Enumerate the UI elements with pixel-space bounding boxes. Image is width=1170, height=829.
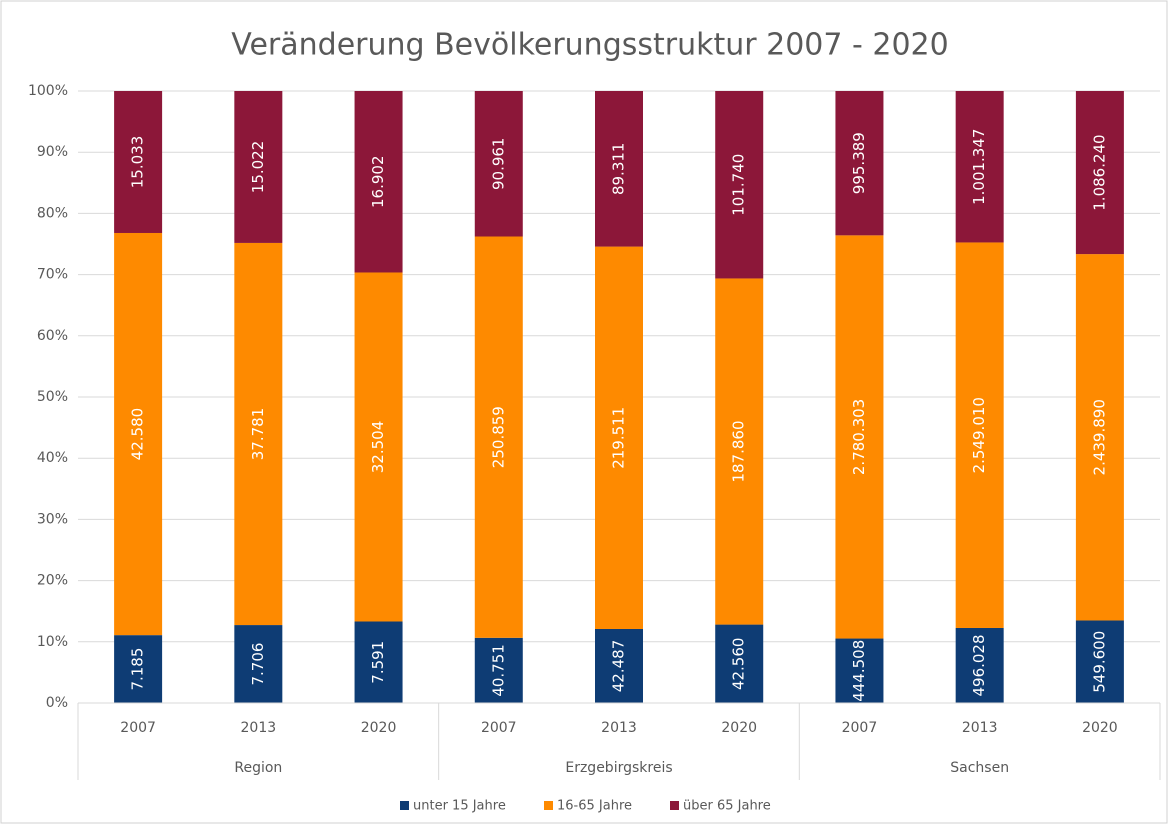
bar-segment <box>835 91 884 236</box>
bar-segment <box>354 91 403 273</box>
bar-segment <box>955 242 1004 628</box>
bar-segment <box>474 91 523 237</box>
legend-label: unter 15 Jahre <box>413 799 506 814</box>
value-label: 32.504 <box>369 421 387 474</box>
value-label: 2.549.010 <box>970 397 988 473</box>
legend-swatch <box>670 801 679 810</box>
value-label: 2.780.303 <box>850 399 868 475</box>
y-tick-label: 70% <box>37 267 68 283</box>
value-label: 90.961 <box>489 138 507 191</box>
value-label: 40.751 <box>489 644 507 697</box>
bar-segment <box>234 91 283 243</box>
y-tick-label: 80% <box>37 205 68 221</box>
x-tick-label: 2007 <box>120 720 156 736</box>
y-tick-label: 100% <box>28 83 68 99</box>
bar-segment <box>114 635 163 703</box>
value-label: 7.185 <box>129 648 147 691</box>
value-label: 496.028 <box>970 634 988 696</box>
y-tick-label: 30% <box>37 511 68 527</box>
value-label: 101.740 <box>730 154 748 216</box>
bar-segment <box>234 625 283 703</box>
y-tick-label: 40% <box>37 450 68 466</box>
value-label: 1.001.347 <box>970 129 988 205</box>
group-label: Erzgebirgskreis <box>565 760 672 776</box>
x-tick-label: 2013 <box>601 720 637 736</box>
value-label: 37.781 <box>249 408 267 461</box>
bar-segment <box>1075 254 1124 621</box>
bar-segment <box>835 638 884 703</box>
value-label: 42.560 <box>730 638 748 691</box>
value-label: 15.022 <box>249 141 267 194</box>
legend-label: 16-65 Jahre <box>557 799 632 814</box>
x-tick-label: 2007 <box>842 720 878 736</box>
bar-segment <box>955 627 1004 703</box>
x-tick-label: 2020 <box>1082 720 1118 736</box>
bar-segment <box>715 278 764 625</box>
value-label: 89.311 <box>610 143 628 196</box>
x-tick-label: 2007 <box>481 720 517 736</box>
bar-segment <box>1075 91 1124 255</box>
bar-segment <box>715 91 764 279</box>
bar-segment <box>835 235 884 639</box>
bar-segment <box>114 232 163 636</box>
x-tick-label: 2013 <box>241 720 277 736</box>
x-tick-label: 2013 <box>962 720 998 736</box>
value-label: 15.033 <box>129 136 147 189</box>
value-label: 7.591 <box>369 641 387 684</box>
bar-segment <box>595 628 643 703</box>
legend-swatch <box>544 801 553 810</box>
legend-swatch <box>400 801 409 810</box>
value-label: 42.580 <box>129 408 147 461</box>
y-tick-label: 10% <box>37 634 68 650</box>
group-label: Sachsen <box>950 760 1009 776</box>
bar-segment <box>955 91 1004 243</box>
value-label: 16.902 <box>369 155 387 208</box>
y-tick-label: 60% <box>37 328 68 344</box>
value-label: 219.511 <box>610 407 628 469</box>
value-label: 444.508 <box>850 640 868 702</box>
bar-segment <box>474 236 523 638</box>
value-label: 42.487 <box>610 640 628 693</box>
bar-segment <box>354 272 403 622</box>
bar-segment <box>354 621 403 703</box>
bar-segment <box>474 637 523 703</box>
value-label: 7.706 <box>249 643 267 686</box>
y-tick-label: 50% <box>37 389 68 405</box>
legend-label: über 65 Jahre <box>683 799 771 814</box>
value-label: 995.389 <box>850 132 868 194</box>
bar-segment <box>114 91 163 233</box>
x-tick-label: 2020 <box>361 720 397 736</box>
value-label: 549.600 <box>1090 631 1108 693</box>
bar-segment <box>234 242 283 626</box>
bar-segment <box>595 246 643 629</box>
group-label: Region <box>234 760 282 776</box>
chart-title: Veränderung Bevölkerungsstruktur 2007 - … <box>231 28 948 63</box>
y-tick-label: 90% <box>37 144 68 160</box>
value-label: 250.859 <box>489 406 507 468</box>
value-label: 1.086.240 <box>1090 134 1108 210</box>
x-tick-label: 2020 <box>721 720 757 736</box>
bar-segment <box>1075 620 1124 703</box>
y-tick-label: 20% <box>37 573 68 589</box>
value-label: 187.860 <box>730 421 748 483</box>
y-tick-label: 0% <box>46 695 68 711</box>
bar-segment <box>595 91 643 247</box>
bar-segment <box>715 624 764 703</box>
value-label: 2.439.890 <box>1090 399 1108 475</box>
